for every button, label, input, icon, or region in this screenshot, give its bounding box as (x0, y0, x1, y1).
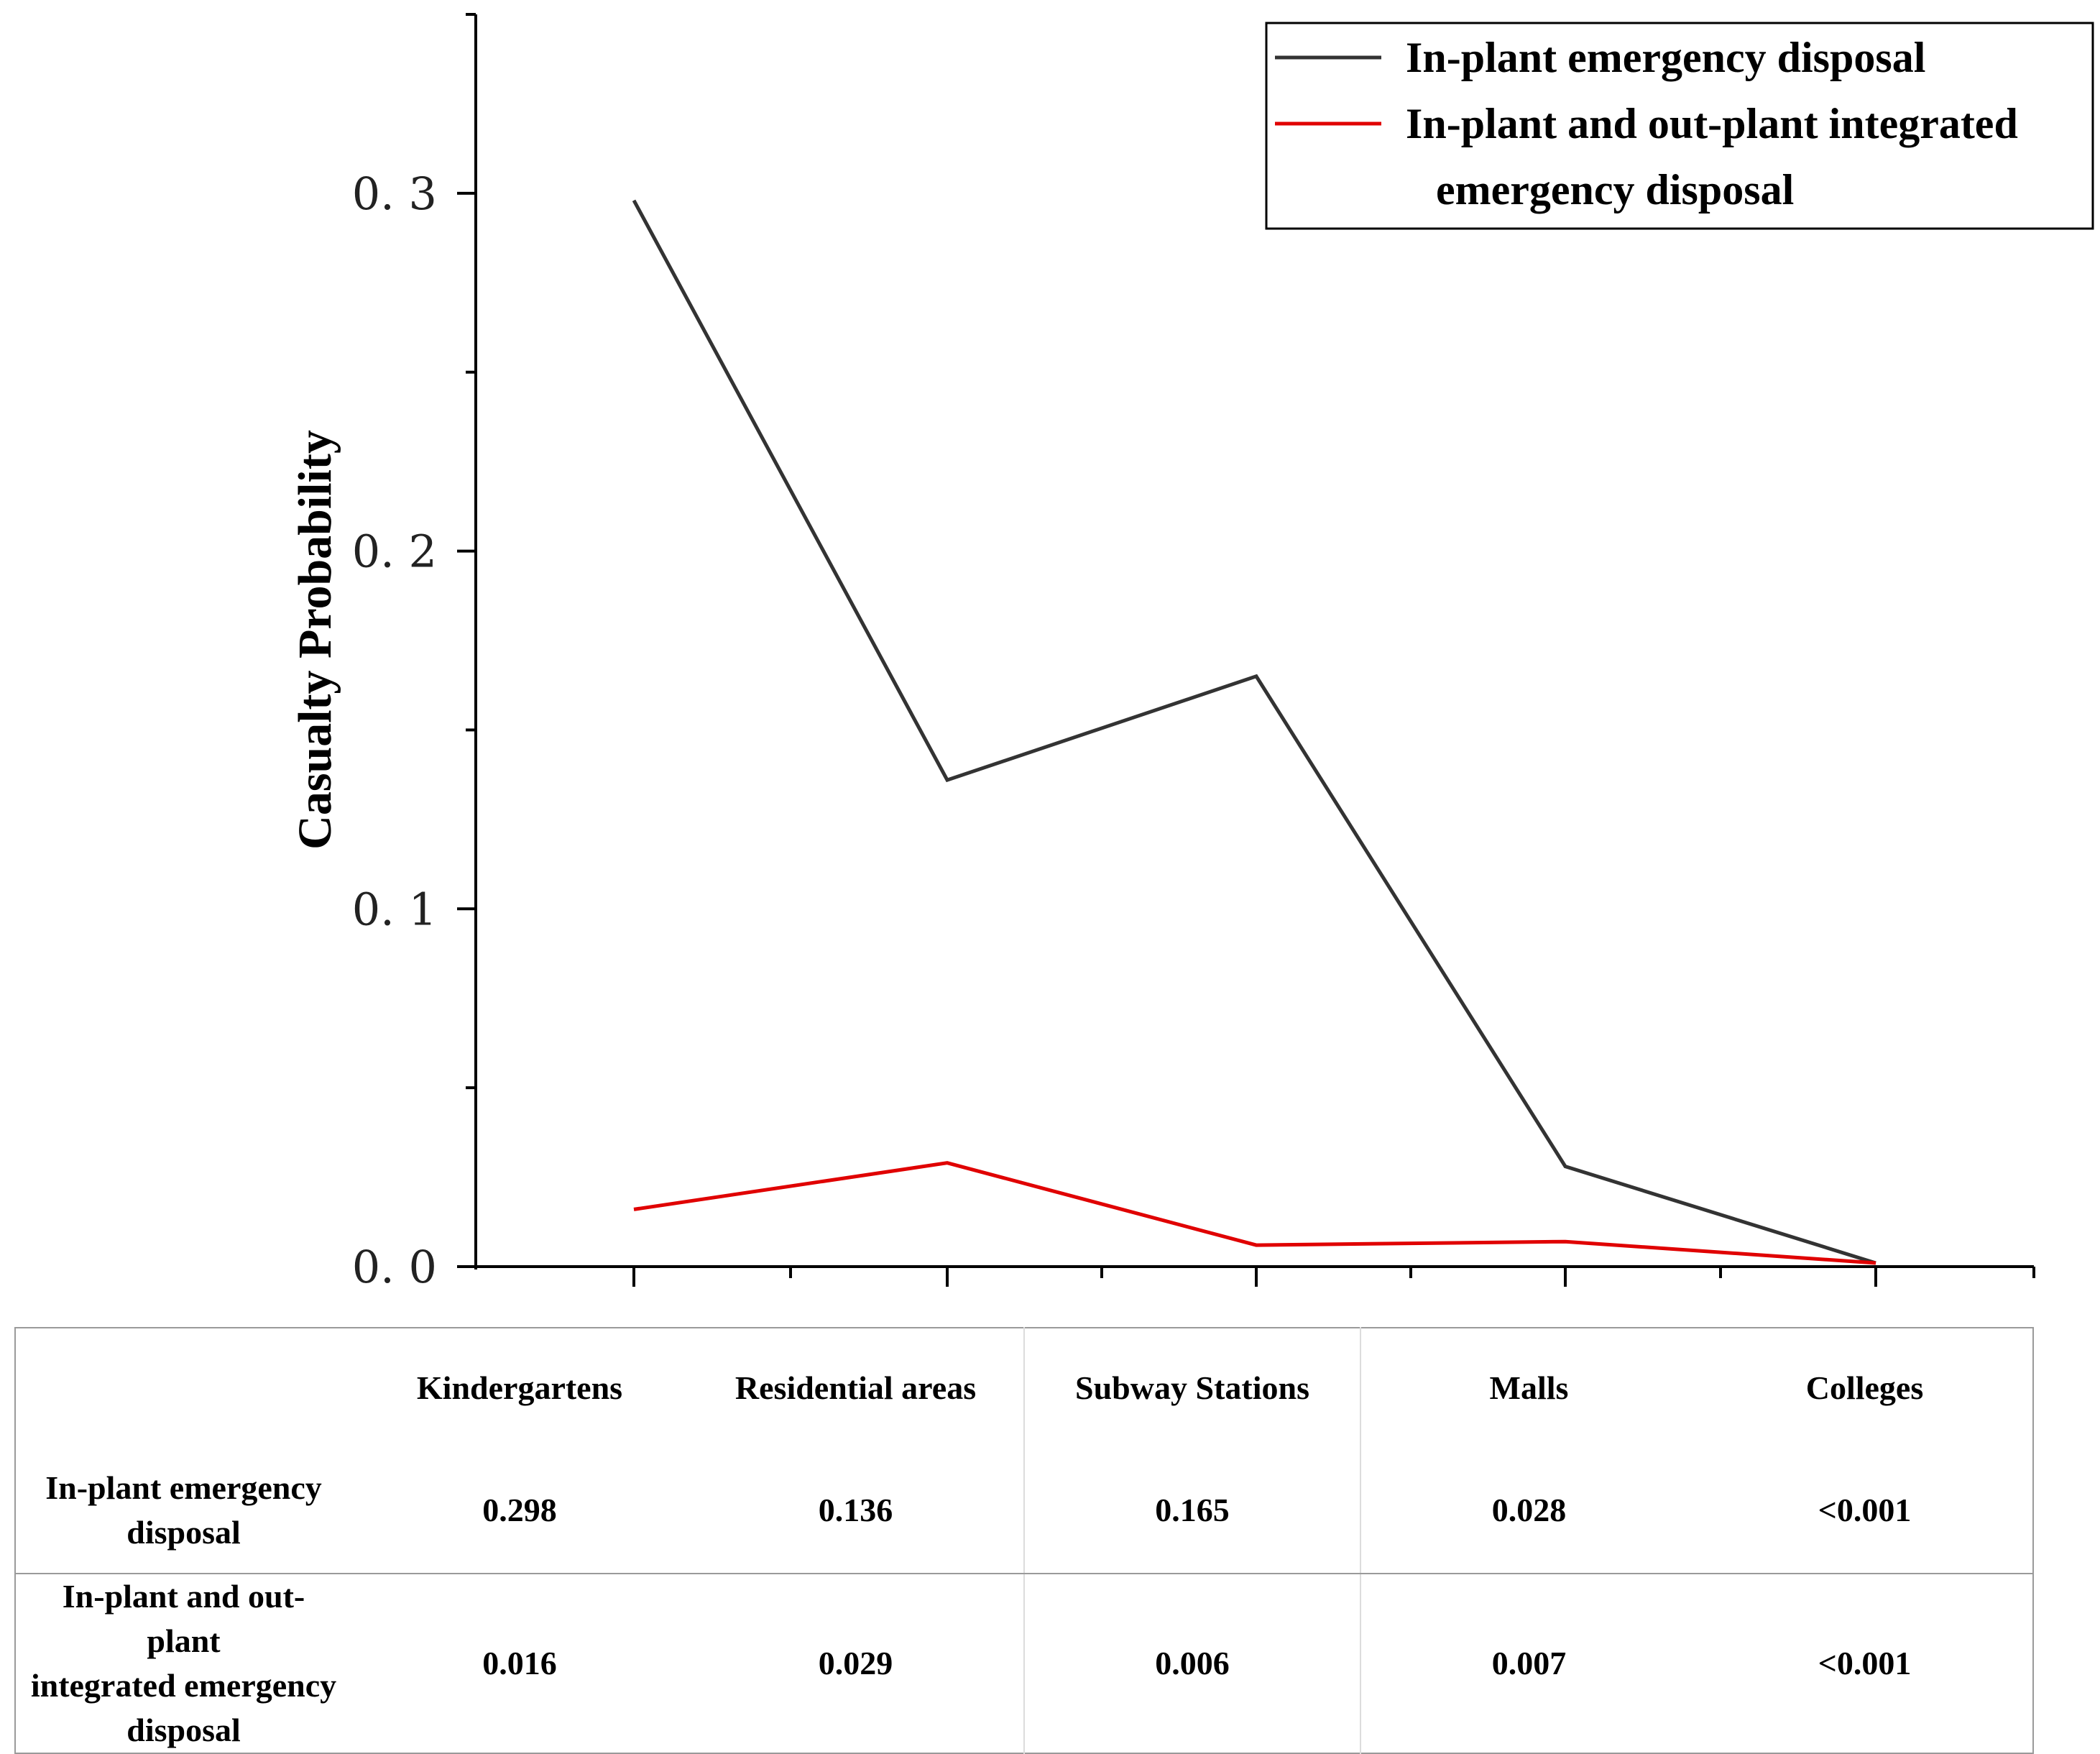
legend: In-plant emergency disposal In-plant and … (1265, 22, 2094, 230)
y-tick-label: 0. 0 (352, 1241, 437, 1287)
series-line-integrated (633, 1161, 1876, 1265)
row-label-line: In-plant and out-plant (62, 1578, 305, 1659)
table-header-cell: Residential areas (734, 1369, 977, 1406)
axes (474, 14, 2034, 1269)
row-label: In-plant and out-plant integrated emerge… (15, 1574, 351, 1753)
table-cell: <0.001 (1697, 1447, 2033, 1574)
series-line-in-plant (632, 199, 1876, 1265)
row-label-line: integrated emergency (30, 1667, 337, 1704)
y-tick-label: 0. 1 (352, 883, 437, 935)
y-tick-label: 0. 2 (352, 525, 437, 578)
y-tick-label: 0. 3 (352, 167, 437, 220)
table-cell: 0.298 (351, 1447, 688, 1574)
legend-label-series-0: In-plant emergency disposal (1406, 34, 1925, 81)
x-axis-ticks (632, 1267, 2035, 1287)
table-cell: 0.006 (1023, 1574, 1361, 1753)
table-header-cell (15, 1328, 351, 1447)
row-label-line: disposal (126, 1712, 241, 1748)
table-cell: 0.016 (482, 1645, 557, 1681)
y-axis-label: Casualty Probability (289, 430, 341, 850)
legend-box (1265, 22, 2094, 230)
y-axis-ticks: 0. 0 0. 1 0. 2 0. 3 (352, 13, 476, 1287)
line-chart: 0. 0 0. 1 0. 2 0. 3 Casualty Probability In… (289, 13, 2094, 1287)
table-cell: <0.001 (1818, 1645, 1912, 1681)
table-cell: 0.028 (1360, 1447, 1697, 1574)
table-cell: 0.136 (688, 1447, 1024, 1574)
table-row: In-plant emergency disposal 0.298 0.136 … (15, 1447, 2033, 1574)
table-header-cell: Colleges (1805, 1369, 1924, 1406)
row-label-line: In-plant emergency (45, 1469, 322, 1506)
table-row: In-plant and out-plant integrated emerge… (15, 1574, 2033, 1753)
table-cell: 0.029 (818, 1645, 893, 1681)
series-lines (632, 199, 1876, 1265)
row-label: In-plant emergency disposal (15, 1447, 351, 1574)
table-header-cell: Malls (1489, 1369, 1569, 1406)
table-header-cell: Kindergartens (416, 1369, 623, 1406)
legend-label-series-1: In-plant and out-plant integrated (1406, 100, 2018, 147)
table-header-cell: Subway Stations (1023, 1328, 1361, 1447)
table-cell: 0.165 (1023, 1447, 1361, 1574)
table-header-row: Kindergartens Residential areas Subway S… (15, 1328, 2033, 1447)
legend-label-series-1: emergency disposal (1436, 166, 1794, 213)
data-table: Kindergartens Residential areas Subway S… (14, 1327, 2034, 1754)
table-cell: 0.007 (1491, 1645, 1567, 1681)
row-label-line: disposal (126, 1513, 241, 1551)
